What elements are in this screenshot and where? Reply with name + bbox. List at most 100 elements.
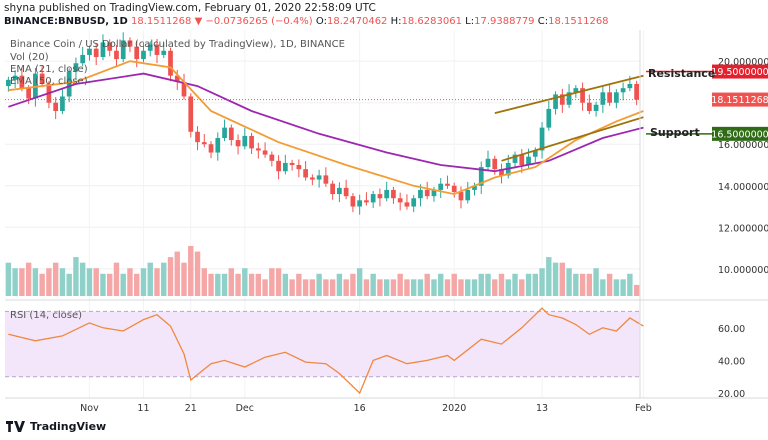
- overlay-labels: Binance Coin / US Dollar (calculated by …: [10, 39, 715, 321]
- current-price-tag: 18.1511268: [711, 95, 768, 106]
- volume-bar: [242, 268, 248, 296]
- candle: [120, 40, 126, 60]
- volume-bar: [52, 262, 59, 296]
- candle: [492, 158, 498, 170]
- close-value: 18.1511268: [548, 16, 609, 27]
- candle: [418, 189, 423, 199]
- volume-bar: [188, 246, 194, 296]
- rsi-line: [8, 307, 644, 395]
- rsi-band: [5, 311, 640, 377]
- candle: [316, 175, 322, 180]
- volume-bar: [329, 279, 336, 296]
- footer-brand[interactable]: TradingView: [6, 420, 106, 433]
- volume-bar: [444, 279, 451, 296]
- candle: [107, 42, 113, 51]
- volume-bar: [296, 273, 302, 296]
- symbol-label: BINANCE:BNBUSD, 1D: [4, 16, 128, 27]
- volume-bar: [86, 268, 93, 296]
- candle: [60, 96, 65, 111]
- candle: [66, 71, 72, 97]
- candle: [147, 44, 153, 51]
- candle: [161, 50, 167, 55]
- volume-bar: [498, 273, 505, 296]
- candle: [411, 198, 417, 207]
- candle: [73, 63, 79, 72]
- volume-bar: [19, 268, 25, 296]
- last-price: 18.1511268: [130, 16, 192, 27]
- candle: [39, 73, 45, 84]
- candle: [303, 169, 308, 178]
- volume-bar: [59, 268, 66, 296]
- candle: [478, 167, 484, 186]
- date-tick-label: 2020: [442, 403, 466, 414]
- candle: [384, 189, 390, 199]
- volume-bar: [525, 273, 532, 296]
- volume-bar: [215, 273, 221, 296]
- volume-bar: [512, 273, 518, 296]
- channel-upper-line: [494, 74, 644, 114]
- ema21-line: [8, 60, 644, 196]
- volume-bar: [600, 279, 606, 296]
- volume-bar: [471, 279, 478, 296]
- volume-bar: [370, 273, 376, 296]
- legend-ema21: EMA (21, close): [10, 64, 88, 75]
- volume-bar: [343, 279, 349, 296]
- candle: [472, 185, 477, 190]
- volume-bar: [235, 273, 241, 296]
- resistance-label: Resistance: [648, 67, 715, 80]
- volume-bar: [262, 279, 268, 296]
- volume-bar: [539, 268, 545, 296]
- volume-bar: [174, 251, 180, 296]
- volume-bar: [79, 262, 86, 296]
- date-tick-label: 11: [137, 403, 149, 414]
- volume-bar: [316, 273, 322, 296]
- candle: [87, 48, 92, 55]
- candle: [12, 75, 18, 80]
- volume-bar: [12, 268, 18, 296]
- rsi-tick-label: 40.00: [718, 356, 745, 367]
- volume-bar: [275, 268, 282, 296]
- volume-bar: [181, 262, 187, 296]
- resistance-price-tag-bg: [712, 64, 768, 79]
- high-label: H:: [390, 16, 402, 27]
- candle: [255, 148, 261, 151]
- candle: [607, 92, 612, 103]
- volume-bar: [593, 268, 599, 296]
- candle: [377, 194, 383, 199]
- volume-bar: [350, 273, 356, 296]
- candle: [127, 40, 133, 47]
- volume-bar: [39, 273, 45, 296]
- volume-bar: [579, 273, 586, 296]
- rsi-tick-label: 60.00: [718, 324, 745, 335]
- volume-bar: [390, 279, 397, 296]
- candle: [208, 144, 214, 153]
- volume-bar: [532, 273, 538, 296]
- candle: [397, 198, 403, 203]
- resistance-price-tag: 19.5000000: [711, 67, 768, 78]
- footer-brand-label: TradingView: [30, 420, 107, 433]
- volume-bar: [269, 268, 275, 296]
- volume-bar: [289, 279, 295, 296]
- candle: [532, 150, 538, 157]
- high-value: 18.6283061: [401, 16, 462, 27]
- candle: [445, 183, 450, 186]
- candle: [519, 154, 525, 165]
- axes: 20.000000018.000000016.000000014.0000000…: [5, 30, 768, 414]
- candle: [485, 158, 491, 168]
- volume-bar: [154, 268, 160, 296]
- candle: [593, 104, 599, 111]
- rsi-legend: RSI (14, close): [10, 310, 82, 321]
- candle: [181, 81, 187, 97]
- candle: [586, 102, 592, 111]
- candle: [228, 127, 234, 141]
- candle: [174, 75, 180, 82]
- volume-bar: [147, 262, 153, 296]
- ohlc-readout: BINANCE:BNBUSD, 1D 18.1511268 ▼ −0.07362…: [4, 16, 609, 27]
- candles: [6, 32, 639, 215]
- rsi-pane: 60.00 40.00 20.00: [5, 299, 768, 400]
- candle: [188, 96, 194, 132]
- volume-bar: [248, 273, 255, 296]
- volume-bar: [93, 268, 99, 296]
- price-tick-label: 14.0000000: [718, 182, 768, 193]
